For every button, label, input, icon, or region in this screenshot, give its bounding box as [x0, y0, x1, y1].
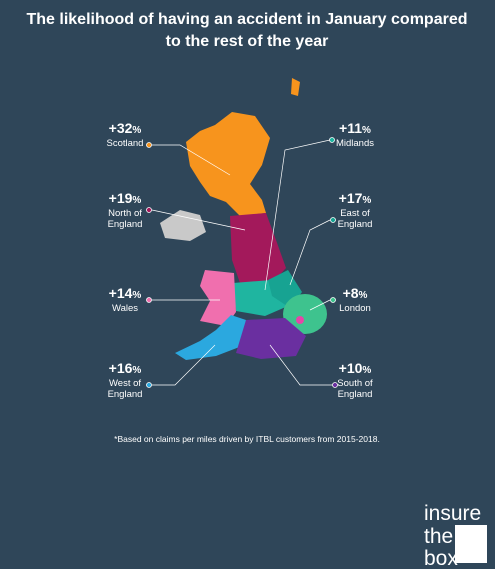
region-name: Wales [112, 303, 138, 314]
unit: % [359, 290, 368, 301]
unit: % [362, 365, 371, 376]
name-line: England [108, 219, 143, 230]
region-name: Midlands [336, 138, 374, 149]
name-line: West of [109, 378, 141, 389]
region-name: Scotland [107, 138, 144, 149]
name-line: Scotland [107, 138, 144, 149]
title: to the rest of the year [166, 33, 329, 50]
change-value: +8% [343, 285, 368, 301]
leader-dot [332, 382, 338, 388]
unit: % [132, 195, 141, 206]
name-line: Wales [112, 303, 138, 314]
value: +11 [339, 120, 362, 136]
leader-line [152, 144, 231, 176]
name-line: North of [108, 208, 142, 219]
leader-line [264, 139, 331, 291]
region-labels: +32%Scotland+11%Midlands+19%North of Engl… [107, 120, 375, 400]
value: +14 [109, 285, 133, 301]
region-northern-ireland [160, 210, 206, 241]
change-value: +16% [109, 360, 142, 376]
name-line: London [339, 303, 371, 314]
name-line: Midlands [336, 138, 374, 149]
leader-dot [146, 207, 152, 213]
logo-square [455, 525, 487, 563]
value: +16 [109, 360, 133, 376]
london-core [296, 316, 304, 324]
footnote: *Based on claims per miles driven by ITB… [114, 434, 380, 444]
value: +32 [109, 120, 133, 136]
leader-dot [146, 382, 152, 388]
logo: insure the box [424, 502, 487, 569]
name-line: East of [340, 208, 370, 219]
name-line: South of [337, 378, 373, 389]
leader-dot [330, 297, 336, 303]
region-name: East of England [338, 208, 373, 230]
region-south-england [236, 318, 306, 359]
unit: % [132, 365, 141, 376]
leader-line [269, 344, 332, 386]
change-value: +19% [109, 190, 142, 206]
unit: % [132, 290, 141, 301]
region-name: South of England [337, 378, 373, 400]
region-london [283, 294, 327, 334]
name-line: England [108, 389, 143, 400]
region-wales [200, 270, 236, 326]
logo-word: box [424, 547, 458, 569]
change-value: +14% [109, 285, 142, 301]
region-name: West of England [108, 378, 143, 400]
region-scotland [186, 112, 270, 216]
unit: % [362, 125, 371, 136]
logo-word: insure [424, 502, 481, 525]
region-north-england [230, 213, 286, 283]
change-value: +11% [339, 120, 371, 136]
name-line: England [338, 389, 373, 400]
leader-dot [146, 297, 152, 303]
leader-line [152, 344, 216, 386]
change-value: +17% [339, 190, 372, 206]
leader-dot [146, 142, 152, 148]
name-line: England [338, 219, 373, 230]
map [160, 78, 327, 360]
leader-dot [330, 217, 336, 223]
region-name: North of England [108, 208, 143, 230]
value: +19 [109, 190, 133, 206]
leader-lines [151, 139, 332, 386]
leader-line [151, 209, 246, 231]
unit: % [132, 125, 141, 136]
logo-word: the [424, 525, 453, 548]
region-west-england [175, 315, 246, 360]
leader-dot [329, 137, 335, 143]
change-value: +32% [109, 120, 142, 136]
title: The likelihood of having an accident in … [27, 11, 468, 28]
value: +10 [339, 360, 363, 376]
unit: % [362, 195, 371, 206]
leader-line [309, 299, 331, 311]
leader-line [289, 219, 331, 286]
region-name: London [339, 303, 371, 314]
island [291, 78, 300, 96]
change-value: +10% [339, 360, 372, 376]
value: +8 [343, 285, 359, 301]
value: +17 [339, 190, 363, 206]
